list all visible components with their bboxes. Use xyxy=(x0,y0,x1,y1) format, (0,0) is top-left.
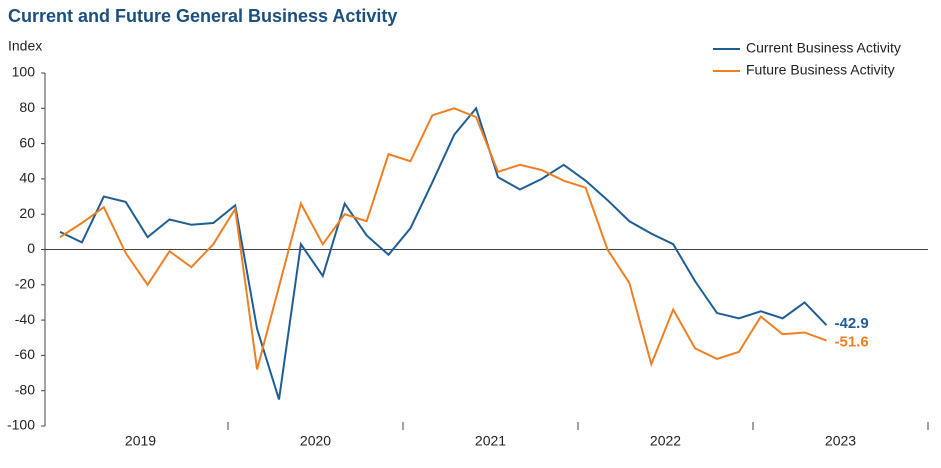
x-tick-label: 2022 xyxy=(650,433,681,449)
legend-label: Current Business Activity xyxy=(746,40,901,56)
x-tick-label: 2020 xyxy=(300,433,331,449)
y-axis-label: Index xyxy=(8,38,42,54)
y-tick-label: 40 xyxy=(19,170,35,186)
y-tick-label: 100 xyxy=(12,64,36,80)
y-tick-label: -60 xyxy=(15,346,35,362)
y-tick-label: -20 xyxy=(15,276,35,292)
y-tick-label: 20 xyxy=(19,205,35,221)
y-tick-label: 80 xyxy=(19,99,35,115)
y-tick-label: -80 xyxy=(15,381,35,397)
y-tick-label: 60 xyxy=(19,134,35,150)
y-tick-label: -40 xyxy=(15,311,35,327)
x-tick-label: 2019 xyxy=(125,433,156,449)
series-line xyxy=(59,106,828,400)
y-tick-label: 0 xyxy=(27,240,35,256)
chart-title: Current and Future General Business Acti… xyxy=(8,6,397,26)
end-value-label: -51.6 xyxy=(835,334,869,351)
x-tick-label: 2023 xyxy=(825,433,856,449)
end-value-label: -42.9 xyxy=(835,315,869,332)
y-tick-label: -100 xyxy=(7,417,35,433)
x-tick-label: 2021 xyxy=(475,433,506,449)
legend-label: Future Business Activity xyxy=(746,62,895,78)
series-line xyxy=(59,107,827,370)
